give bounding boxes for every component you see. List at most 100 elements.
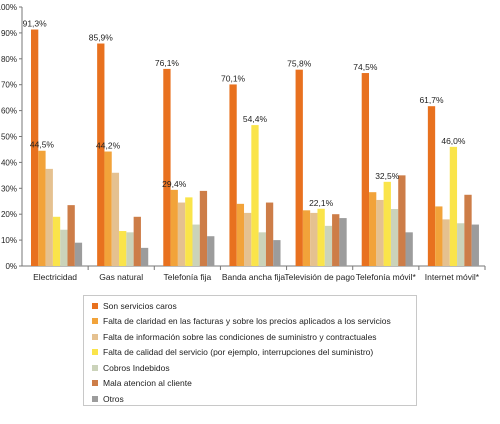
bar <box>229 84 237 266</box>
data-label: 32,5% <box>375 171 400 181</box>
bar <box>361 73 370 266</box>
legend-label: Cobros Indebidos <box>103 362 170 373</box>
bar <box>31 29 39 266</box>
bar <box>111 172 120 266</box>
legend-item: Son servicios caros <box>92 298 416 314</box>
y-tick-label: 50% <box>1 133 17 142</box>
bar <box>192 224 200 266</box>
legend-swatch <box>92 349 98 356</box>
bar <box>302 210 311 266</box>
legend-label: Otros <box>103 393 124 404</box>
legend-label: Falta de calidad del servicio (por ejemp… <box>103 347 374 358</box>
legend-swatch <box>92 333 98 340</box>
bar <box>236 203 245 266</box>
bar <box>177 202 186 266</box>
bar <box>427 106 436 267</box>
legend-item: Falta de información sobre las condicion… <box>92 329 416 345</box>
bar <box>317 208 325 266</box>
data-label: 74,5% <box>353 62 378 72</box>
legend-item: Mala atencion al cliente <box>92 376 416 392</box>
x-tick-label: Telefonía fija <box>163 272 211 282</box>
bar <box>199 190 208 266</box>
data-label: 70,1% <box>221 73 246 83</box>
x-tick-label: Gas natural <box>99 272 143 282</box>
bar <box>163 68 171 266</box>
bar <box>464 194 472 266</box>
y-tick-label: 0% <box>5 262 17 271</box>
data-label: 76,1% <box>155 58 180 68</box>
bar <box>332 214 340 266</box>
bar <box>52 216 61 266</box>
data-label: 85,9% <box>89 33 114 43</box>
bar <box>74 242 83 266</box>
data-label: 75,8% <box>287 59 312 69</box>
bar <box>398 175 406 266</box>
data-label: 44,2% <box>96 141 121 151</box>
bar <box>60 229 68 266</box>
y-tick-label: 100% <box>0 3 17 12</box>
bar <box>207 236 215 266</box>
bar <box>67 205 75 266</box>
bar <box>273 240 281 266</box>
chart-legend: Son servicios caros Falta de claridad en … <box>83 295 417 406</box>
bar <box>104 151 112 266</box>
y-tick-label: 30% <box>1 184 17 193</box>
legend-item: Otros <box>92 391 416 407</box>
data-label: 22,1% <box>309 198 334 208</box>
bar <box>140 247 149 266</box>
bar-chart: 0% 10% 20% 30% 40% 50% 60% 70% 80% 90% 100% Electri… <box>0 3 486 282</box>
bar <box>442 219 450 266</box>
bar <box>383 181 391 266</box>
bar <box>390 209 399 266</box>
legend-label: Son servicios caros <box>103 300 177 311</box>
y-tick-label: 70% <box>1 81 17 90</box>
x-tick-label: Banda ancha fija <box>222 272 286 282</box>
y-tick-label: 40% <box>1 158 17 167</box>
bar <box>170 189 178 266</box>
y-tick-label: 90% <box>1 29 17 38</box>
legend-item: Falta de claridad en las facturas y sobr… <box>92 314 416 330</box>
data-label: 29,4% <box>162 179 187 189</box>
legend-label: Falta de información sobre las condicion… <box>103 331 377 342</box>
bar <box>258 232 266 266</box>
data-label: 54,4% <box>243 114 268 124</box>
bar <box>310 212 318 266</box>
bar <box>405 232 413 266</box>
legend-swatch <box>92 395 98 402</box>
bar <box>97 43 105 267</box>
legend-swatch <box>92 364 98 371</box>
bar <box>265 202 274 266</box>
bar <box>457 223 465 266</box>
x-tick-label: Internet móvil* <box>425 272 480 282</box>
bar <box>38 150 46 266</box>
bar <box>45 168 53 266</box>
bar <box>376 199 384 266</box>
bar <box>126 232 134 266</box>
bar <box>244 212 252 266</box>
legend-swatch <box>92 302 98 309</box>
x-tick-label: Electricidad <box>33 272 77 282</box>
legend-label: Mala atencion al cliente <box>103 378 192 389</box>
bar <box>369 192 377 266</box>
legend-swatch <box>92 380 98 387</box>
y-tick-label: 80% <box>1 55 17 64</box>
bar <box>339 218 347 266</box>
legend-item: Falta de calidad del servicio (por ejemp… <box>92 345 416 361</box>
bar <box>133 216 141 266</box>
bar <box>449 146 458 266</box>
data-label: 44,5% <box>30 140 55 150</box>
legend-item: Cobros Indebidos <box>92 360 416 376</box>
bar <box>471 224 479 266</box>
bar <box>324 225 333 266</box>
y-tick-label: 10% <box>1 236 17 245</box>
legend-label: Falta de claridad en las facturas y sobr… <box>103 316 391 327</box>
data-label: 91,3% <box>23 19 48 29</box>
y-tick-label: 60% <box>1 107 17 116</box>
x-tick-label: Telefonía móvil* <box>356 272 417 282</box>
data-label: 61,7% <box>419 95 444 105</box>
bar <box>251 125 259 266</box>
bar <box>435 206 443 266</box>
y-tick-label: 20% <box>1 210 17 219</box>
data-label: 46,0% <box>441 136 466 146</box>
x-tick-label: Televisión de pago <box>284 272 355 282</box>
